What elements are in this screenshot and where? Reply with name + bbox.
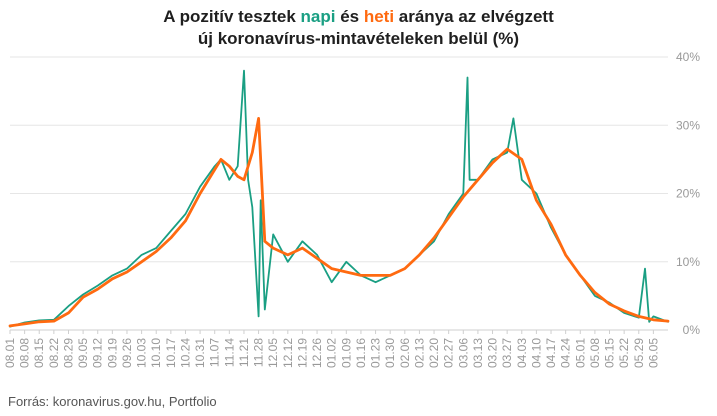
x-tick-label: 12.19 <box>295 338 309 368</box>
x-tick-label: 12.05 <box>266 338 280 368</box>
chart-title-line-2: új koronavírus-mintavételeken belül (%) <box>197 29 520 48</box>
chart-title: A pozitív tesztek napi és heti aránya az… <box>0 6 717 50</box>
x-tick-label: 01.30 <box>383 338 397 368</box>
title-prefix: A pozitív tesztek <box>163 7 301 26</box>
x-tick-label: 05.29 <box>632 338 646 368</box>
x-tick-label: 10.10 <box>149 338 163 368</box>
x-tick-label: 11.28 <box>252 338 266 367</box>
x-tick-label: 04.24 <box>559 338 573 368</box>
x-tick-label: 10.17 <box>164 338 178 368</box>
y-tick-label: 0% <box>683 323 701 337</box>
chart-title-line-1: A pozitív tesztek napi és heti aránya az… <box>0 6 717 28</box>
grid-lines <box>10 56 668 331</box>
x-tick-label: 09.26 <box>120 338 134 368</box>
title-suffix: aránya az elvégzett <box>394 7 554 26</box>
x-tick-label: 02.06 <box>398 338 412 368</box>
x-tick-label: 09.12 <box>91 338 105 368</box>
x-tick-label: 05.08 <box>588 338 602 368</box>
x-tick-label: 02.20 <box>427 338 441 368</box>
x-tick-label: 10.24 <box>178 338 192 368</box>
x-tick-label: 11.21 <box>237 338 251 367</box>
x-tick-label: 12.26 <box>310 338 324 368</box>
x-tick-label: 01.09 <box>339 338 353 368</box>
x-tick-label: 02.13 <box>412 338 426 368</box>
x-tick-label: 11.07 <box>208 338 222 367</box>
x-tick-label: 08.08 <box>18 338 32 368</box>
x-tick-label: 03.13 <box>471 338 485 368</box>
y-tick-label: 40% <box>676 50 700 64</box>
x-tick-label: 09.19 <box>105 338 119 368</box>
x-tick-label: 08.15 <box>32 338 46 368</box>
x-tick-label: 10.03 <box>135 338 149 368</box>
x-tick-label: 08.29 <box>61 338 75 368</box>
x-tick-label: 09.05 <box>76 338 90 368</box>
x-tick-label: 05.01 <box>573 338 587 368</box>
x-tick-label: 12.12 <box>281 338 295 368</box>
y-tick-label: 20% <box>676 187 700 201</box>
y-tick-label: 30% <box>676 118 700 132</box>
x-tick-label: 08.22 <box>47 338 61 368</box>
series-line-heti <box>8 117 670 328</box>
y-axis-ticks: 0% 10% 20% 30% 40% <box>676 50 700 337</box>
series-lines <box>8 69 670 328</box>
x-tick-label: 04.17 <box>544 338 558 368</box>
x-tick-label: 06.05 <box>646 338 660 368</box>
x-tick-label: 01.23 <box>369 338 383 368</box>
y-tick-label: 10% <box>676 255 700 269</box>
x-axis-ticks: 08.01 08.08 08.15 08.22 08.29 09.05 09.12 09.19… <box>3 330 660 368</box>
x-tick-label: 05.22 <box>617 338 631 368</box>
x-tick-label: 04.10 <box>529 338 543 368</box>
x-tick-label: 05.15 <box>603 338 617 368</box>
x-tick-label: 01.16 <box>354 338 368 368</box>
x-tick-label: 03.27 <box>500 338 514 368</box>
x-tick-label: 11.14 <box>222 338 236 367</box>
x-tick-label: 04.03 <box>515 338 529 368</box>
title-napi-word: napi <box>300 7 336 26</box>
x-tick-label: 10.31 <box>193 338 207 368</box>
x-tick-label: 01.02 <box>325 338 339 368</box>
x-tick-label: 08.01 <box>3 338 17 368</box>
title-heti-word: heti <box>363 7 395 26</box>
x-tick-label: 02.27 <box>442 338 456 368</box>
x-tick-label: 03.06 <box>456 338 470 368</box>
title-and-word: és <box>335 7 364 26</box>
source-note: Forrás: koronavirus.gov.hu, Portfolio <box>8 394 217 409</box>
x-tick-label: 03.20 <box>486 338 500 368</box>
series-line-napi <box>9 69 669 328</box>
